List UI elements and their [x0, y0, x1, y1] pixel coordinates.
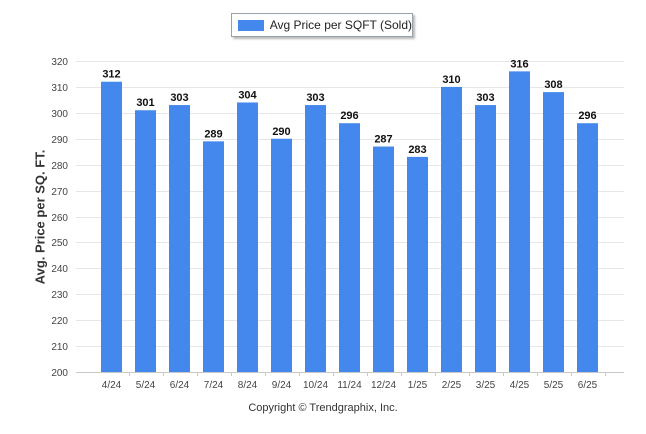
bar	[169, 105, 190, 372]
y-tick-label: 200	[51, 368, 68, 379]
y-tick-label: 230	[51, 290, 68, 301]
data-label: 304	[238, 89, 257, 101]
x-tick-label: 6/24	[170, 380, 190, 391]
bar	[339, 123, 360, 372]
legend-label: Avg Price per SQFT (Sold)	[269, 18, 412, 32]
data-label: 301	[136, 97, 154, 109]
x-tick-label: 6/25	[578, 380, 598, 391]
x-tick-label: 5/25	[544, 380, 564, 391]
x-tick-label: 7/24	[204, 380, 224, 391]
x-tick-label: 9/24	[272, 380, 292, 391]
x-tick-label: 5/24	[136, 380, 156, 391]
y-tick-label: 280	[51, 161, 68, 172]
x-tick-label: 3/25	[476, 380, 496, 391]
bar	[577, 123, 598, 372]
bar	[407, 156, 428, 372]
data-label: 303	[306, 92, 324, 104]
x-tick-label: 1/25	[408, 380, 428, 391]
x-tick-label: 4/24	[102, 380, 122, 391]
y-tick-label: 290	[51, 135, 68, 146]
legend: Avg Price per SQFT (Sold)	[231, 13, 413, 37]
data-label: 310	[442, 74, 460, 86]
x-tick-label: 8/24	[238, 380, 258, 391]
bar	[135, 110, 156, 372]
data-label: 308	[544, 79, 562, 91]
y-tick-label: 300	[51, 109, 68, 120]
bar	[271, 138, 292, 372]
data-label: 283	[408, 144, 426, 156]
y-tick-label: 270	[51, 187, 68, 198]
bar	[373, 146, 394, 372]
data-label: 289	[204, 128, 222, 140]
data-label: 290	[272, 126, 290, 138]
bar	[475, 105, 496, 372]
x-tick-label: 12/24	[371, 380, 396, 391]
legend-swatch	[238, 19, 264, 31]
data-label: 316	[510, 58, 528, 70]
data-label: 303	[170, 92, 188, 104]
data-label: 296	[340, 110, 358, 122]
bar	[305, 105, 326, 372]
bar	[543, 92, 564, 372]
y-tick-label: 250	[51, 238, 68, 249]
bar	[101, 81, 122, 372]
data-label: 303	[476, 92, 494, 104]
x-tick-label: 10/24	[303, 380, 328, 391]
data-label: 296	[578, 110, 596, 122]
x-tick-label: 4/25	[510, 380, 530, 391]
y-tick-label: 320	[51, 57, 68, 68]
y-tick-label: 260	[51, 213, 68, 224]
bar	[203, 141, 224, 372]
copyright-credit: Copyright © Trendgraphix, Inc.	[248, 402, 398, 414]
bar	[441, 86, 462, 373]
bar	[237, 102, 258, 372]
y-tick-label: 220	[51, 316, 68, 327]
y-tick-label: 210	[51, 342, 68, 353]
x-tick-label: 11/24	[337, 380, 362, 391]
data-label: 287	[374, 134, 392, 146]
data-label: 312	[102, 69, 120, 81]
bar	[509, 71, 530, 372]
x-tick-label: 2/25	[442, 380, 462, 391]
y-tick-label: 240	[51, 264, 68, 275]
y-tick-label: 310	[51, 83, 68, 94]
